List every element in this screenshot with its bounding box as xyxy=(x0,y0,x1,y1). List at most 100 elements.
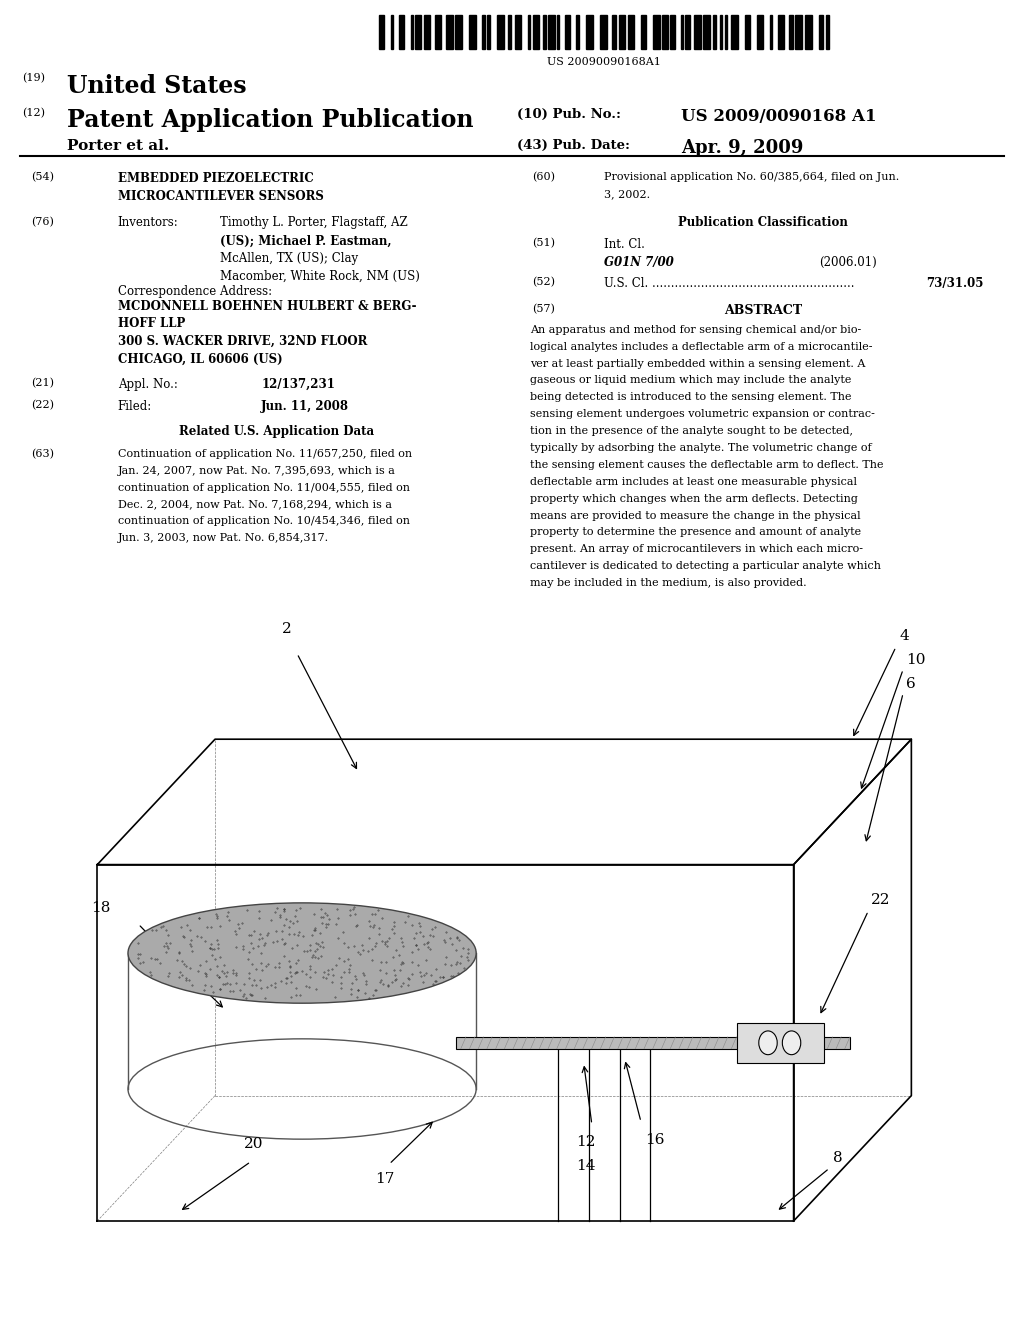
Bar xyxy=(685,15,690,49)
Bar xyxy=(446,15,454,49)
Text: property which changes when the arm deflects. Detecting: property which changes when the arm defl… xyxy=(530,494,858,504)
Bar xyxy=(549,15,555,49)
Text: (21): (21) xyxy=(31,378,53,388)
Text: HOFF LLP: HOFF LLP xyxy=(118,317,185,330)
Text: deflectable arm includes at least one measurable physical: deflectable arm includes at least one me… xyxy=(530,477,857,487)
Bar xyxy=(487,15,490,49)
Text: (43) Pub. Date:: (43) Pub. Date: xyxy=(517,139,630,152)
Text: Apr. 9, 2009: Apr. 9, 2009 xyxy=(681,139,804,157)
Text: Timothy L. Porter, Flagstaff, AZ: Timothy L. Porter, Flagstaff, AZ xyxy=(220,216,408,230)
Bar xyxy=(435,15,441,49)
Bar xyxy=(795,15,802,49)
Text: McAllen, TX (US); Clay: McAllen, TX (US); Clay xyxy=(220,252,358,265)
Bar xyxy=(528,15,530,49)
Bar xyxy=(456,15,462,49)
Text: may be included in the medium, is also provided.: may be included in the medium, is also p… xyxy=(530,578,807,589)
Bar xyxy=(600,15,607,49)
Bar xyxy=(498,15,504,49)
Bar xyxy=(702,15,710,49)
Text: 3, 2002.: 3, 2002. xyxy=(604,189,650,199)
Text: 10: 10 xyxy=(906,653,926,667)
Text: (10) Pub. No.:: (10) Pub. No.: xyxy=(517,108,622,121)
Bar xyxy=(391,15,393,49)
Text: (12): (12) xyxy=(23,108,45,119)
Text: logical analytes includes a deflectable arm of a microcantile-: logical analytes includes a deflectable … xyxy=(530,342,872,351)
Bar xyxy=(543,15,546,49)
Bar xyxy=(744,15,751,49)
Text: MICROCANTILEVER SENSORS: MICROCANTILEVER SENSORS xyxy=(118,190,324,203)
Bar xyxy=(641,15,646,49)
Bar xyxy=(805,15,812,49)
Bar xyxy=(670,15,675,49)
Bar xyxy=(826,15,829,49)
Text: Continuation of application No. 11/657,250, filed on: Continuation of application No. 11/657,2… xyxy=(118,449,412,459)
Text: 16: 16 xyxy=(645,1133,665,1147)
Text: means are provided to measure the change in the physical: means are provided to measure the change… xyxy=(530,511,861,520)
Text: being detected is introduced to the sensing element. The: being detected is introduced to the sens… xyxy=(530,392,852,403)
Text: Provisional application No. 60/385,664, filed on Jun.: Provisional application No. 60/385,664, … xyxy=(604,172,899,182)
Text: present. An array of microcantilevers in which each micro-: present. An array of microcantilevers in… xyxy=(530,544,863,554)
Text: EMBEDDED PIEZOELECTRIC: EMBEDDED PIEZOELECTRIC xyxy=(118,172,313,185)
Text: (22): (22) xyxy=(31,400,53,411)
Text: (51): (51) xyxy=(532,238,555,248)
Text: Correspondence Address:: Correspondence Address: xyxy=(118,285,272,298)
Bar xyxy=(508,15,511,49)
Text: property to determine the presence and amount of analyte: property to determine the presence and a… xyxy=(530,528,861,537)
Bar xyxy=(681,15,683,49)
Bar xyxy=(720,15,722,49)
Text: continuation of application No. 10/454,346, filed on: continuation of application No. 10/454,3… xyxy=(118,516,410,527)
Text: (63): (63) xyxy=(31,449,53,459)
Text: Publication Classification: Publication Classification xyxy=(678,216,848,230)
Bar xyxy=(399,15,404,49)
Text: cantilever is dedicated to detecting a particular analyte which: cantilever is dedicated to detecting a p… xyxy=(530,561,882,572)
Text: (76): (76) xyxy=(31,216,53,227)
Bar xyxy=(819,15,822,49)
Text: 14: 14 xyxy=(575,1159,596,1173)
Text: Appl. No.:: Appl. No.: xyxy=(118,378,177,391)
Text: Dec. 2, 2004, now Pat. No. 7,168,294, which is a: Dec. 2, 2004, now Pat. No. 7,168,294, wh… xyxy=(118,499,392,510)
Text: (54): (54) xyxy=(31,172,53,182)
Text: 4: 4 xyxy=(899,630,909,643)
Text: (19): (19) xyxy=(23,73,45,83)
Bar xyxy=(653,15,659,49)
Text: 2: 2 xyxy=(282,622,292,636)
Text: (57): (57) xyxy=(532,304,555,314)
Text: 6: 6 xyxy=(906,677,916,690)
Bar xyxy=(693,15,700,49)
Text: 18: 18 xyxy=(91,902,111,915)
Text: MCDONNELL BOEHNEN HULBERT & BERG-: MCDONNELL BOEHNEN HULBERT & BERG- xyxy=(118,300,417,313)
Text: Patent Application Publication: Patent Application Publication xyxy=(67,108,473,132)
Text: US 20090090168A1: US 20090090168A1 xyxy=(547,57,662,67)
Text: typically by adsorbing the analyte. The volumetric change of: typically by adsorbing the analyte. The … xyxy=(530,444,872,453)
Text: Related U.S. Application Data: Related U.S. Application Data xyxy=(179,425,375,438)
Bar xyxy=(416,15,421,49)
Bar xyxy=(532,15,540,49)
Text: Inventors:: Inventors: xyxy=(118,216,178,230)
Bar xyxy=(713,15,717,49)
Bar xyxy=(769,15,771,49)
Bar xyxy=(575,15,580,49)
Bar xyxy=(790,15,793,49)
Text: 300 S. WACKER DRIVE, 32ND FLOOR: 300 S. WACKER DRIVE, 32ND FLOOR xyxy=(118,335,368,348)
Text: Int. Cl.: Int. Cl. xyxy=(604,238,645,251)
Bar xyxy=(612,15,615,49)
Text: 12/137,231: 12/137,231 xyxy=(261,378,335,391)
Text: 22: 22 xyxy=(871,894,891,907)
Bar xyxy=(379,15,384,49)
Text: 73/31.05: 73/31.05 xyxy=(926,277,983,290)
Bar xyxy=(515,15,521,49)
Bar xyxy=(481,15,485,49)
Text: ABSTRACT: ABSTRACT xyxy=(724,304,802,317)
Text: the sensing element causes the deflectable arm to deflect. The: the sensing element causes the deflectab… xyxy=(530,459,884,470)
Bar xyxy=(620,15,625,49)
Bar xyxy=(737,1023,824,1063)
Text: 12: 12 xyxy=(575,1135,596,1150)
Ellipse shape xyxy=(128,903,476,1003)
Bar xyxy=(629,15,634,49)
Bar xyxy=(424,15,430,49)
Text: continuation of application No. 11/004,555, filed on: continuation of application No. 11/004,5… xyxy=(118,483,410,492)
Text: Jun. 11, 2008: Jun. 11, 2008 xyxy=(261,400,349,413)
Text: sensing element undergoes volumetric expansion or contrac-: sensing element undergoes volumetric exp… xyxy=(530,409,876,420)
Text: Jan. 24, 2007, now Pat. No. 7,395,693, which is a: Jan. 24, 2007, now Pat. No. 7,395,693, w… xyxy=(118,466,395,475)
Bar xyxy=(663,15,668,49)
